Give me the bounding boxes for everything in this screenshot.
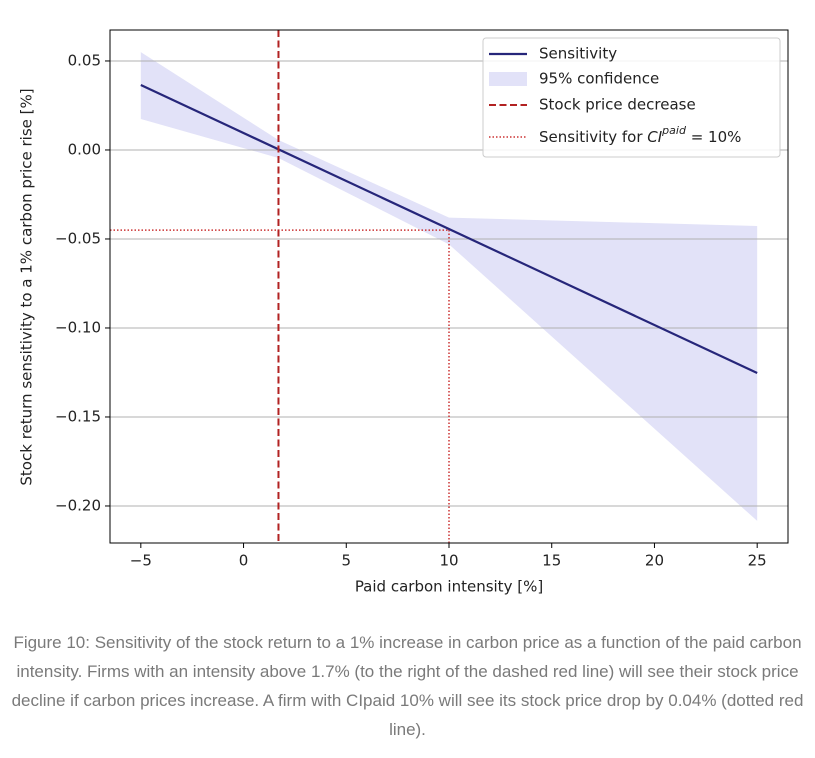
legend-box — [482, 37, 781, 158]
x-tick-label: 15 — [542, 552, 561, 570]
legend-handle — [489, 72, 527, 86]
y-tick-label: 0.00 — [68, 140, 101, 158]
x-tick-label: 25 — [748, 552, 767, 570]
sensitivity-line — [140, 84, 758, 375]
y-tick-label: −0.05 — [55, 229, 101, 247]
y-tick-label: −0.20 — [55, 496, 101, 514]
legend-label-part: paid — [661, 124, 687, 137]
legend-label: Stock price decrease — [539, 96, 696, 114]
legend-label-part: CI — [647, 128, 662, 146]
y-tick-label: −0.10 — [55, 318, 101, 336]
y-tick-label: 0.05 — [68, 51, 101, 69]
confidence-band — [140, 52, 758, 521]
x-tick-label: 5 — [341, 552, 351, 570]
x-tick-label: −5 — [130, 552, 152, 570]
x-tick-label: 20 — [645, 552, 664, 570]
legend-label: Sensitivity for CIpaid = 10% — [539, 124, 741, 146]
caption: Figure 10: Sensitivity of the stock retu… — [11, 633, 804, 739]
y-axis-label: Stock return sensitivity to a 1% carbon … — [18, 88, 36, 485]
plot-frame — [109, 29, 789, 544]
x-axis-label: Paid carbon intensity [%] — [355, 578, 543, 596]
legend-label-part: Sensitivity for — [539, 128, 647, 146]
y-tick-label: −0.15 — [55, 407, 101, 425]
x-tick-label: 10 — [439, 552, 458, 570]
chart: Paid carbon intensity [%] Stock return s… — [18, 29, 789, 596]
legend-label: 95% confidence — [539, 70, 659, 88]
legend-label-part: = 10% — [686, 128, 741, 146]
x-tick-label: 0 — [239, 552, 249, 570]
legend-label: Sensitivity — [539, 45, 617, 63]
